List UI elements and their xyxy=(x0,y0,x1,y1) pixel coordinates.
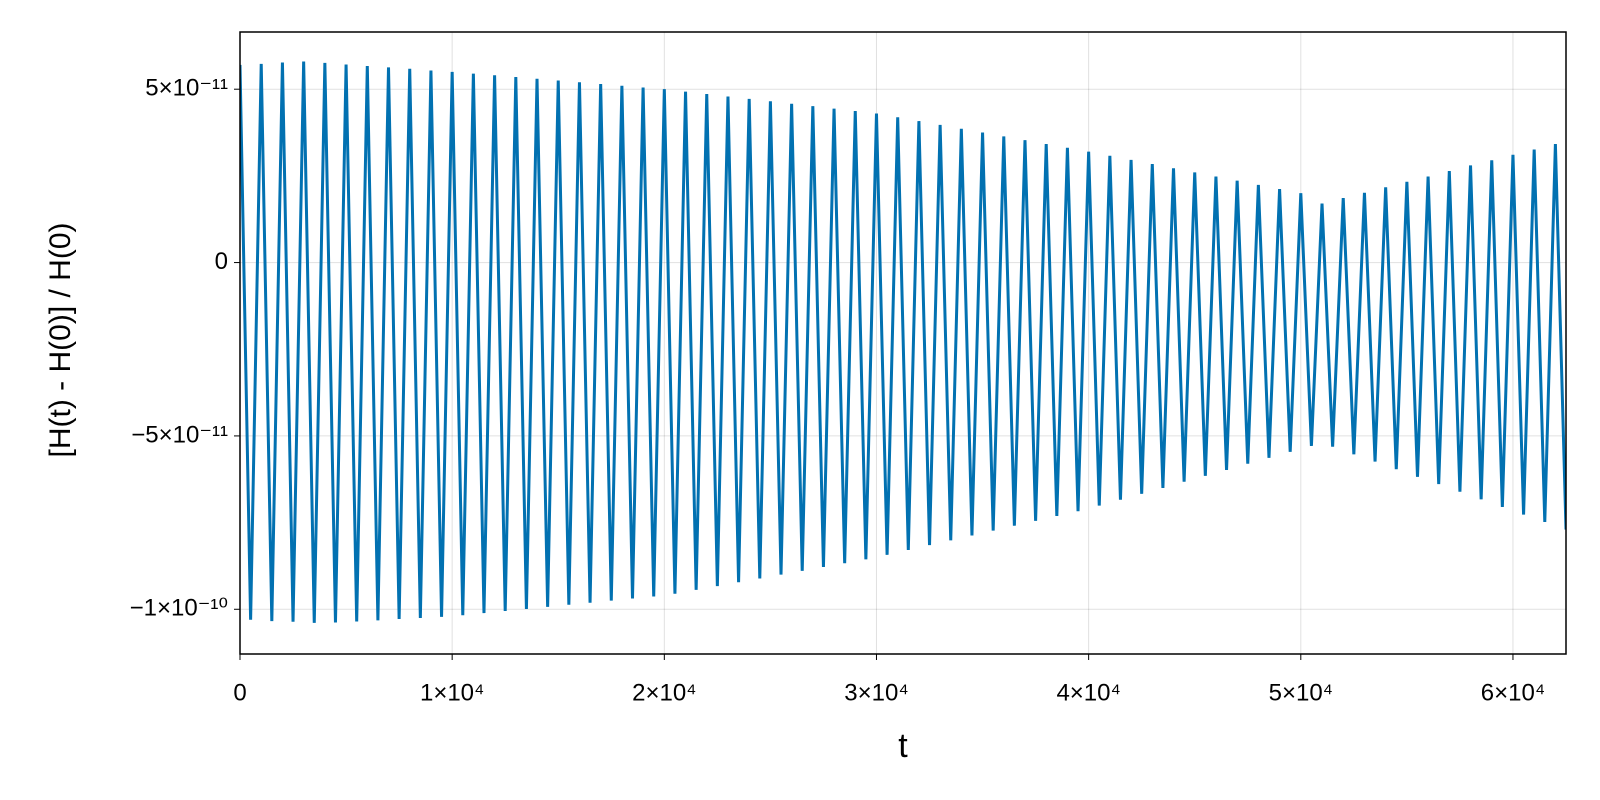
x-axis-label: t xyxy=(898,727,908,765)
y-axis-label: [H(t) - H(0)] / H(0) xyxy=(44,223,77,458)
x-tick-label: 0 xyxy=(233,679,246,706)
y-tick-label: −5×10⁻¹¹ xyxy=(131,421,228,448)
x-tick-label: 4×10⁴ xyxy=(1056,679,1120,706)
x-tick-label: 3×10⁴ xyxy=(844,679,908,706)
y-tick-label: 0 xyxy=(215,248,228,275)
y-tick-label: 5×10⁻¹¹ xyxy=(145,75,228,102)
y-tick-label: −1×10⁻¹⁰ xyxy=(130,595,228,622)
x-tick-label: 5×10⁴ xyxy=(1269,679,1333,706)
series-line xyxy=(240,61,1566,623)
plot-frame xyxy=(239,31,1567,655)
x-tick-label: 6×10⁴ xyxy=(1481,679,1545,706)
x-tick-label: 2×10⁴ xyxy=(632,679,696,706)
x-tick-label: 1×10⁴ xyxy=(420,679,484,706)
